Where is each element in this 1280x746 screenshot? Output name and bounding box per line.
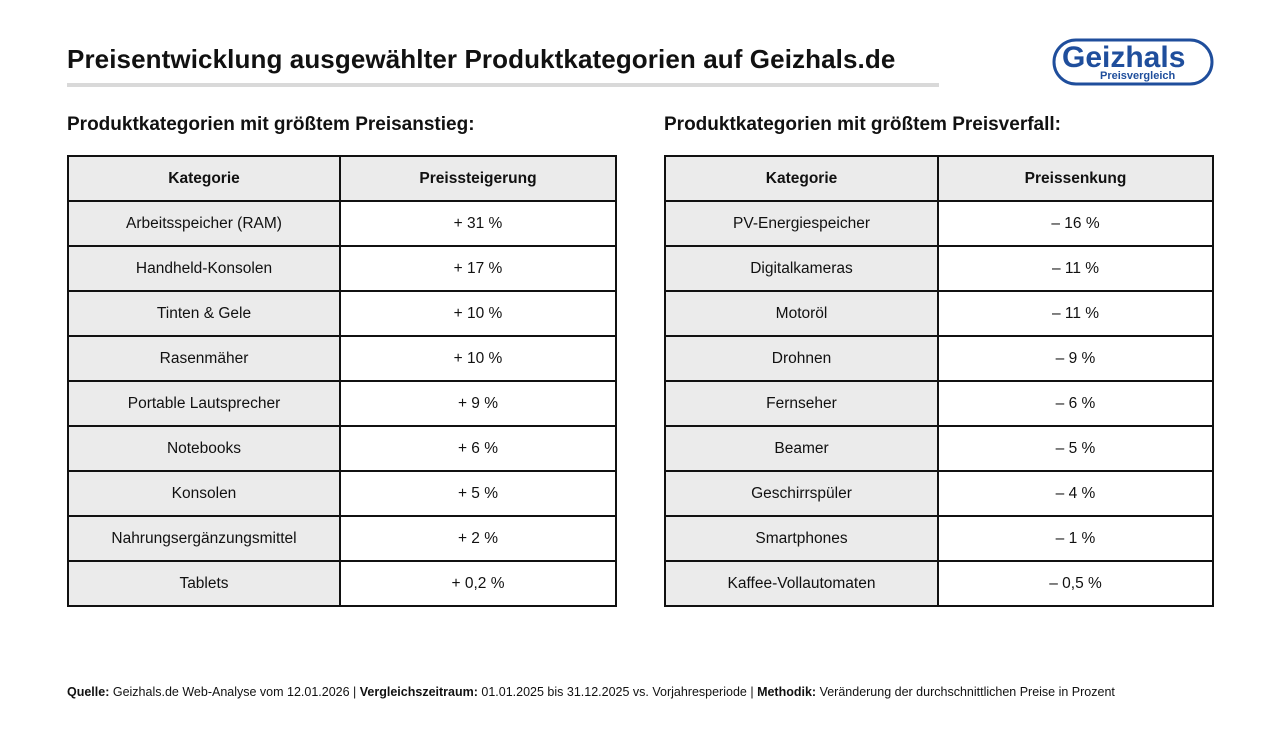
category-cell: Handheld-Konsolen [67,245,341,292]
category-cell: Motoröl [664,290,939,337]
category-cell: Arbeitsspeicher (RAM) [67,200,341,247]
column-header-increase: Preissteigerung [339,155,617,202]
change-cell: – 6 % [937,380,1214,427]
table-row: Notebooks + 6 % [67,425,617,472]
table-row: Rasenmäher + 10 % [67,335,617,382]
table-row: Digitalkameras – 11 % [664,245,1214,292]
change-cell: + 9 % [339,380,617,427]
period-label: Vergleichszeitraum: [359,685,478,699]
table-row: Handheld-Konsolen + 17 % [67,245,617,292]
table-row: Drohnen – 9 % [664,335,1214,382]
category-cell: Notebooks [67,425,341,472]
category-cell: Fernseher [664,380,939,427]
change-cell: – 5 % [937,425,1214,472]
table-row: Motoröl – 11 % [664,290,1214,337]
source-text: Geizhals.de Web-Analyse vom 12.01.2026 | [112,685,357,699]
source-label: Quelle: [67,685,110,699]
change-cell: + 5 % [339,470,617,517]
table-row: Fernseher – 6 % [664,380,1214,427]
page-title: Preisentwicklung ausgewählter Produktkat… [67,44,896,74]
table-row: Portable Lautsprecher + 9 % [67,380,617,427]
table-row: Tablets + 0,2 % [67,560,617,607]
table-row: Kaffee-Vollautomaten – 0,5 % [664,560,1214,607]
category-cell: Konsolen [67,470,341,517]
category-cell: Nahrungsergänzungsmittel [67,515,341,562]
category-cell: Geschirrspüler [664,470,939,517]
source-footer: Quelle: Geizhals.de Web-Analyse vom 12.0… [67,685,1115,699]
table-row: Konsolen + 5 % [67,470,617,517]
logo-tagline: Preisvergleich [1100,70,1175,82]
change-cell: + 17 % [339,245,617,292]
category-cell: Kaffee-Vollautomaten [664,560,939,607]
change-cell: + 31 % [339,200,617,247]
change-cell: + 0,2 % [339,560,617,607]
column-header-category: Kategorie [67,155,341,202]
category-cell: Digitalkameras [664,245,939,292]
change-cell: – 4 % [937,470,1214,517]
table-row: Geschirrspüler – 4 % [664,470,1214,517]
table-row: Beamer – 5 % [664,425,1214,472]
table-row: Nahrungsergänzungsmittel + 2 % [67,515,617,562]
category-cell: Smartphones [664,515,939,562]
table-row: Tinten & Gele + 10 % [67,290,617,337]
column-header-category: Kategorie [664,155,939,202]
category-cell: Portable Lautsprecher [67,380,341,427]
change-cell: + 2 % [339,515,617,562]
logo-wordmark: Geizhals [1062,41,1185,74]
price-increase-table: Kategorie Preissteigerung Arbeitsspeiche… [67,155,617,607]
category-cell: Tinten & Gele [67,290,341,337]
geizhals-logo: Geizhals Preisvergleich [1052,38,1214,86]
category-cell: Tablets [67,560,341,607]
table-row: Arbeitsspeicher (RAM) + 31 % [67,200,617,247]
method-label: Methodik: [757,685,817,699]
category-cell: Drohnen [664,335,939,382]
change-cell: – 16 % [937,200,1214,247]
change-cell: – 11 % [937,290,1214,337]
change-cell: – 11 % [937,245,1214,292]
category-cell: Beamer [664,425,939,472]
method-text: Veränderung der durchschnittlichen Preis… [819,685,1115,699]
column-header-decrease: Preissenkung [937,155,1214,202]
increase-heading: Produktkategorien mit größtem Preisansti… [67,114,475,135]
table-row: PV-Energiespeicher – 16 % [664,200,1214,247]
change-cell: – 9 % [937,335,1214,382]
decrease-heading: Produktkategorien mit größtem Preisverfa… [664,114,1061,135]
table-header-row: Kategorie Preissteigerung [67,155,617,202]
table-row: Smartphones – 1 % [664,515,1214,562]
table-header-row: Kategorie Preissenkung [664,155,1214,202]
category-cell: PV-Energiespeicher [664,200,939,247]
change-cell: + 10 % [339,335,617,382]
price-decrease-table: Kategorie Preissenkung PV-Energiespeiche… [664,155,1214,607]
title-underline [67,83,939,87]
change-cell: + 6 % [339,425,617,472]
change-cell: – 1 % [937,515,1214,562]
period-text: 01.01.2025 bis 31.12.2025 vs. Vorjahresp… [481,685,754,699]
change-cell: – 0,5 % [937,560,1214,607]
change-cell: + 10 % [339,290,617,337]
category-cell: Rasenmäher [67,335,341,382]
